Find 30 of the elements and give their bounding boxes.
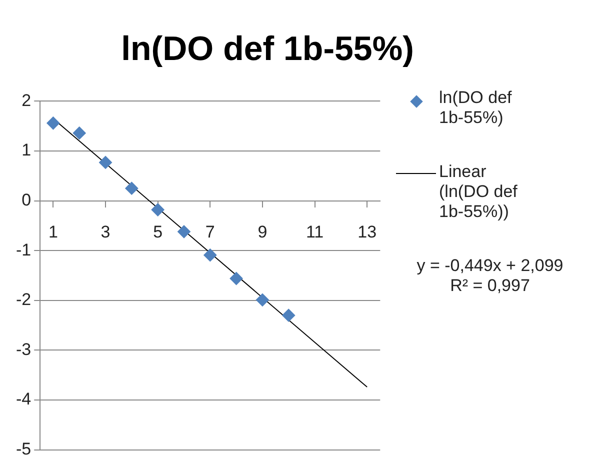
- legend-label: ln(DO def 1b-55%): [439, 88, 513, 128]
- point: [204, 248, 217, 262]
- y-tick-label: 2: [22, 90, 32, 110]
- y-tick-label: 0: [22, 190, 32, 210]
- text: y = -0,449x + 2,099: [416, 256, 564, 276]
- point: [125, 182, 138, 195]
- x-tick-label: 7: [205, 222, 215, 242]
- x-tick-label: 5: [153, 222, 163, 242]
- point: [46, 116, 60, 130]
- point: [72, 126, 86, 140]
- y-tick-label: -4: [16, 390, 32, 409]
- y-tick-label: -3: [16, 340, 32, 359]
- point: [99, 156, 112, 169]
- point: [151, 203, 164, 216]
- point: [230, 272, 243, 285]
- x-tick-label: 1: [48, 222, 58, 242]
- x-tick-label: 9: [258, 222, 268, 242]
- y-tick-label: -1: [16, 240, 32, 260]
- y-tick-label: -5: [16, 439, 32, 458]
- legend-label: Linear (ln(DO def 1b-55%)): [439, 162, 518, 222]
- x-tick-label: 3: [100, 222, 110, 242]
- y-tick-label: 1: [22, 140, 32, 160]
- point: [177, 225, 190, 238]
- text: R² = 0,997: [449, 276, 531, 296]
- x-tick-label: 11: [306, 222, 324, 242]
- y-tick-label: -2: [16, 290, 32, 310]
- point: [256, 293, 269, 306]
- chart-title: ln(DO def 1b-55%): [120, 29, 415, 70]
- point: [282, 308, 296, 322]
- x-tick-label: 13: [358, 222, 377, 242]
